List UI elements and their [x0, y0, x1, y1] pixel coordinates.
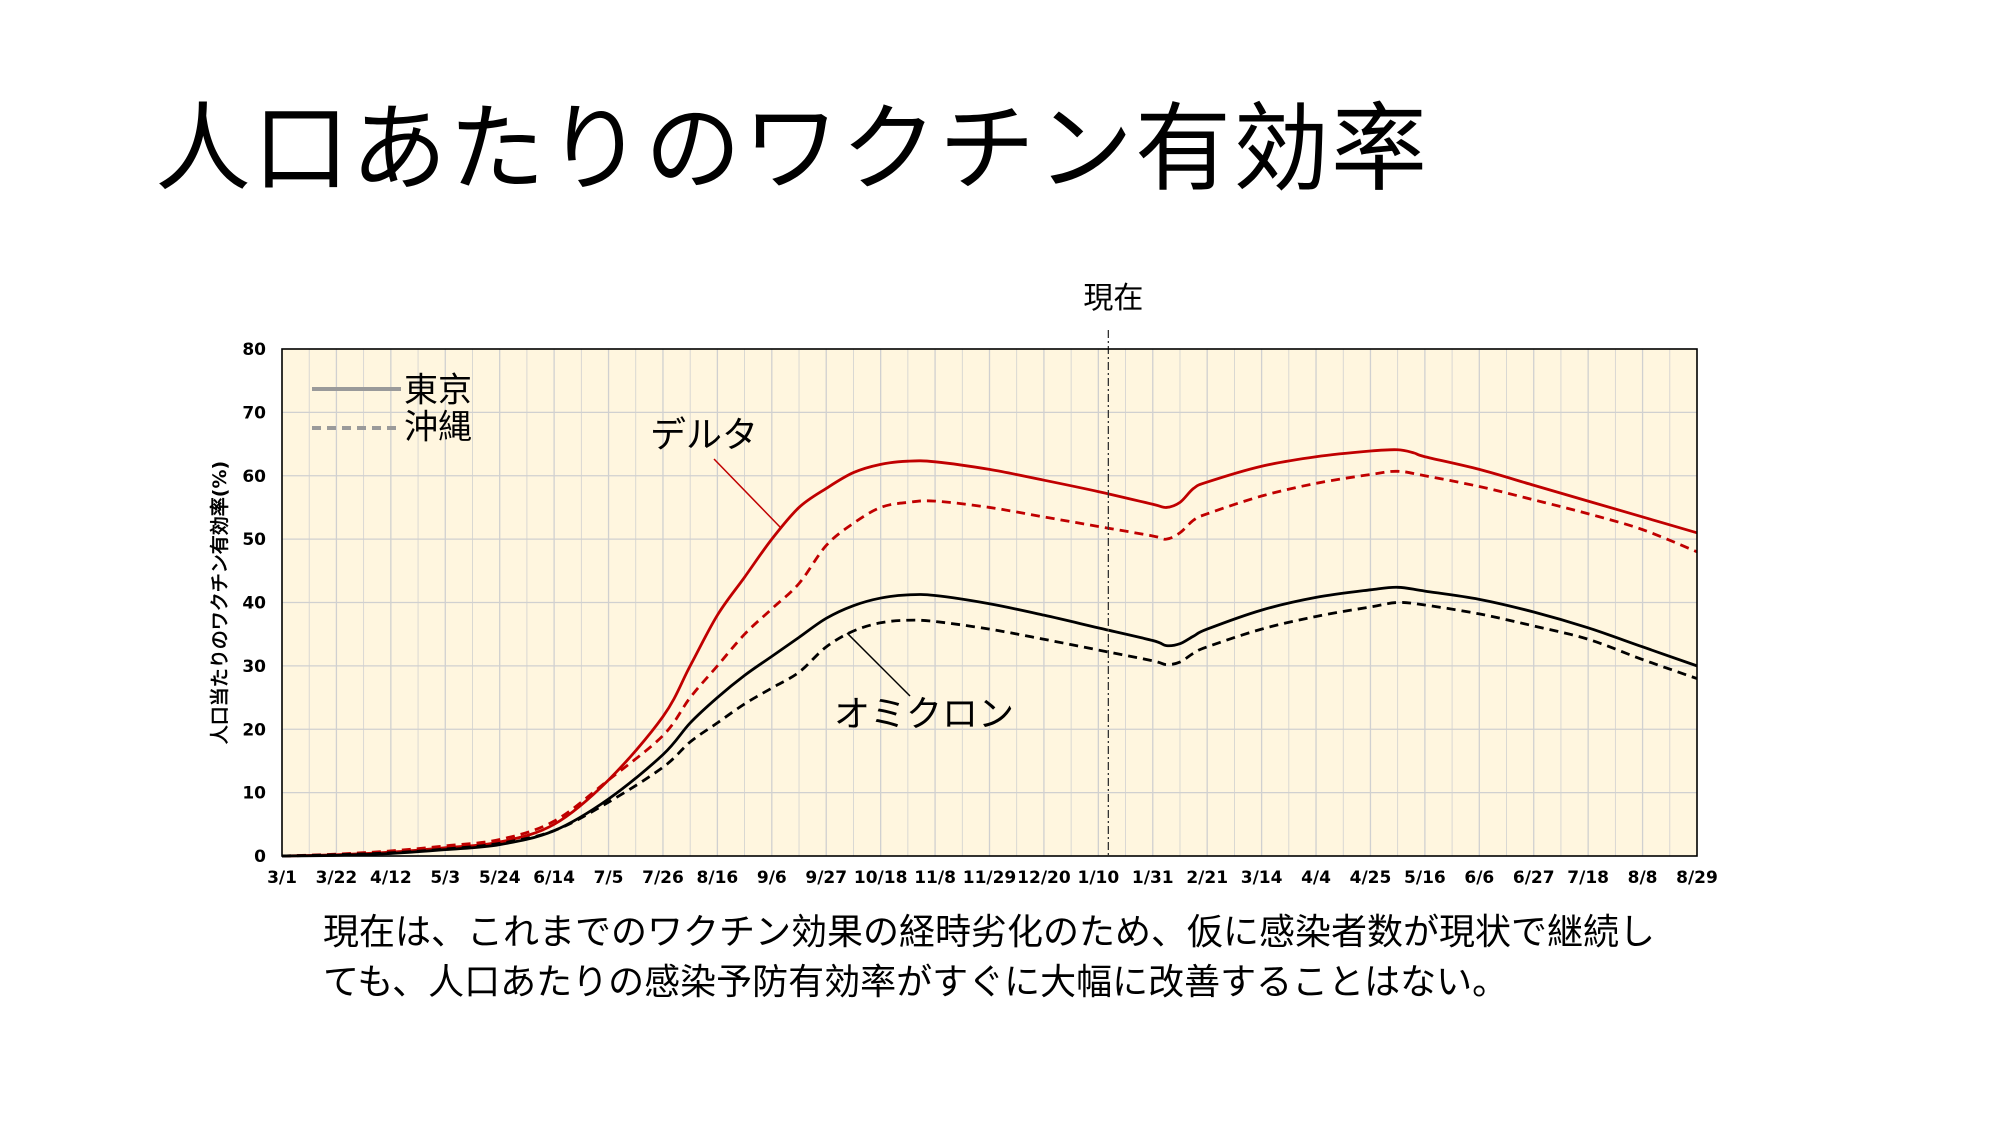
x-tick-label: 1/31: [1132, 868, 1174, 888]
series-layer: [281, 448, 1698, 858]
x-tick-label: 8/8: [1628, 868, 1658, 888]
x-tick-label: 8/16: [697, 868, 739, 888]
x-tick-label: 8/29: [1676, 868, 1718, 888]
x-tick-label: 5/3: [430, 868, 460, 888]
slide-title: 人口あたりのワクチン有効率: [155, 93, 1429, 205]
x-tick-label: 7/18: [1567, 868, 1609, 888]
x-tick-label: 5/24: [479, 868, 521, 888]
x-tick-label: 10/18: [854, 868, 908, 888]
x-tick-label: 4/12: [370, 868, 412, 888]
x-tick-label: 7/5: [594, 868, 624, 888]
x-tick-label: 3/1: [267, 868, 297, 888]
omicron-pointer-line: [846, 632, 911, 697]
series-delta-dashed: [281, 469, 1698, 858]
y-tick-label: 50: [242, 530, 266, 550]
chart: 現在 0 10 20 30 40 50 60 70 80 3/1 3/22 4/12 5/3 5/24 6…: [208, 281, 1718, 888]
x-tick-label: 6/6: [1464, 868, 1494, 888]
legend-label-tokyo: 東京: [404, 371, 472, 411]
x-tick-label: 2/21: [1186, 868, 1228, 888]
legend-label-okinawa: 沖縄: [404, 408, 472, 448]
series-omicron-dashed: [281, 601, 1698, 858]
delta-pointer-line: [713, 458, 781, 528]
y-tick-label: 80: [242, 340, 266, 360]
caption: 現在は、これまでのワクチン効果の経時劣化のため、仮に感染者数が現状で継続し ても…: [323, 908, 1743, 1008]
y-tick-label: 60: [242, 467, 266, 487]
x-tick-label: 4/4: [1301, 868, 1331, 888]
x-tick-label: 6/27: [1513, 868, 1555, 888]
x-tick-label: 1/10: [1077, 868, 1119, 888]
series-delta-solid: [281, 448, 1698, 858]
caption-line-2: ても、人口あたりの感染予防有効率がすぐに大幅に改善することはない。: [323, 962, 1509, 1003]
x-tick-label: 5/16: [1404, 868, 1446, 888]
x-tick-label: 4/25: [1350, 868, 1392, 888]
series-omicron-solid: [281, 585, 1698, 858]
y-tick-label: 70: [242, 403, 266, 423]
y-tick-label: 10: [242, 784, 266, 804]
now-marker-label: 現在: [1083, 281, 1143, 316]
x-axis-ticks: 3/1 3/22 4/12 5/3 5/24 6/14 7/5 7/26 8/16 9/6 9/27…: [267, 868, 1718, 888]
x-tick-label: 9/27: [805, 868, 847, 888]
x-tick-label: 6/14: [533, 868, 575, 888]
x-tick-label: 11/29: [963, 868, 1017, 888]
y-tick-label: 0: [254, 847, 266, 867]
x-tick-label: 11/8: [914, 868, 956, 888]
x-tick-label: 3/22: [316, 868, 358, 888]
y-axis-label: 人口当たりのワクチン有効率(%): [208, 461, 231, 744]
legend: 東京 沖縄: [312, 371, 472, 448]
x-tick-label: 3/14: [1241, 868, 1283, 888]
y-tick-label: 40: [242, 594, 266, 614]
x-tick-label: 7/26: [642, 868, 684, 888]
y-tick-label: 20: [242, 720, 266, 740]
y-tick-label: 30: [242, 657, 266, 677]
x-tick-label: 9/6: [757, 868, 787, 888]
caption-line-1: 現在は、これまでのワクチン効果の経時劣化のため、仮に感染者数が現状で継続し: [323, 912, 1656, 953]
plot-frame: [281, 348, 1698, 857]
omicron-label: オミクロン: [834, 694, 1014, 735]
x-tick-label: 12/20: [1017, 868, 1071, 888]
delta-label: デルタ: [650, 415, 758, 456]
y-axis-ticks: 0 10 20 30 40 50 60 70 80: [242, 340, 266, 867]
